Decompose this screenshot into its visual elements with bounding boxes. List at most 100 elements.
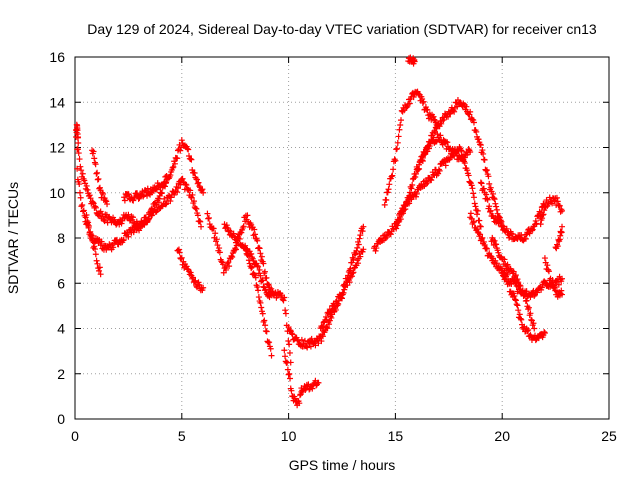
data-point bbox=[348, 273, 355, 280]
y-tick-label: 0 bbox=[57, 411, 65, 427]
data-point bbox=[353, 247, 360, 254]
data-point bbox=[77, 194, 84, 201]
data-point bbox=[162, 201, 169, 208]
series-track-l bbox=[285, 223, 367, 351]
data-point bbox=[129, 214, 136, 221]
data-point bbox=[407, 54, 414, 61]
y-tick-label: 16 bbox=[49, 49, 65, 65]
data-point bbox=[545, 268, 552, 275]
data-point bbox=[204, 210, 211, 217]
data-point bbox=[516, 282, 523, 289]
data-point bbox=[281, 347, 288, 354]
data-point bbox=[191, 198, 198, 205]
data-point bbox=[357, 232, 364, 239]
series-track-j bbox=[281, 347, 305, 409]
data-point bbox=[323, 316, 330, 323]
data-point bbox=[514, 276, 521, 283]
data-point bbox=[355, 241, 362, 248]
y-axis-label: SDTVAR / TECUs bbox=[5, 182, 21, 294]
data-point bbox=[522, 235, 529, 242]
data-point bbox=[479, 147, 486, 154]
data-point bbox=[483, 167, 490, 174]
data-point bbox=[92, 204, 99, 211]
data-point bbox=[437, 132, 444, 139]
data-point bbox=[324, 325, 331, 332]
data-point bbox=[438, 120, 445, 127]
data-point bbox=[347, 265, 354, 272]
data-point bbox=[153, 186, 160, 193]
data-point bbox=[187, 187, 194, 194]
data-point bbox=[530, 320, 537, 327]
data-point bbox=[553, 194, 560, 201]
data-point bbox=[286, 370, 293, 377]
data-point bbox=[419, 99, 426, 106]
data-point bbox=[96, 267, 103, 274]
data-point bbox=[394, 139, 401, 146]
data-point bbox=[190, 274, 197, 281]
data-point bbox=[240, 223, 247, 230]
data-point bbox=[287, 375, 294, 382]
data-point bbox=[266, 339, 273, 346]
data-point bbox=[184, 145, 191, 152]
data-point bbox=[534, 289, 541, 296]
data-point bbox=[346, 279, 353, 286]
x-tick-label: 25 bbox=[601, 428, 617, 444]
data-point bbox=[408, 185, 415, 192]
data-point bbox=[263, 274, 270, 281]
data-point bbox=[84, 186, 91, 193]
data-point bbox=[191, 170, 198, 177]
data-point bbox=[523, 297, 530, 304]
data-point bbox=[334, 300, 341, 307]
data-point bbox=[406, 200, 413, 207]
data-point bbox=[92, 161, 99, 168]
data-point bbox=[183, 182, 190, 189]
data-point bbox=[76, 189, 83, 196]
data-point bbox=[225, 259, 232, 266]
data-point bbox=[287, 327, 294, 334]
data-point bbox=[284, 366, 291, 373]
data-point bbox=[83, 212, 90, 219]
data-point bbox=[93, 170, 100, 177]
data-point bbox=[318, 338, 325, 345]
data-point bbox=[328, 314, 335, 321]
data-point bbox=[539, 212, 546, 219]
data-point bbox=[547, 275, 554, 282]
data-point bbox=[464, 167, 471, 174]
data-point bbox=[155, 199, 162, 206]
data-point bbox=[350, 256, 357, 263]
data-point bbox=[200, 189, 207, 196]
data-point bbox=[540, 211, 547, 218]
data-point bbox=[175, 246, 182, 253]
data-point bbox=[398, 117, 405, 124]
data-point bbox=[537, 221, 544, 228]
data-point bbox=[396, 126, 403, 133]
data-point bbox=[500, 223, 507, 230]
data-point bbox=[518, 316, 525, 323]
data-point bbox=[133, 227, 140, 234]
data-point bbox=[477, 179, 484, 186]
data-point bbox=[483, 195, 490, 202]
data-point bbox=[454, 96, 461, 103]
data-point bbox=[487, 207, 494, 214]
data-point bbox=[525, 304, 532, 311]
data-point bbox=[218, 258, 225, 265]
data-point bbox=[551, 284, 558, 291]
data-point bbox=[397, 216, 404, 223]
data-point bbox=[503, 273, 510, 280]
data-point bbox=[191, 278, 198, 285]
y-tick-label: 8 bbox=[57, 230, 65, 246]
data-point bbox=[470, 119, 477, 126]
data-point bbox=[194, 212, 201, 219]
data-point bbox=[149, 212, 156, 219]
data-point bbox=[355, 260, 362, 267]
data-point bbox=[331, 303, 338, 310]
data-point bbox=[477, 141, 484, 148]
data-point bbox=[251, 226, 258, 233]
data-point bbox=[255, 294, 262, 301]
data-point bbox=[395, 133, 402, 140]
data-point bbox=[230, 230, 237, 237]
data-point bbox=[187, 155, 194, 162]
data-point bbox=[309, 385, 316, 392]
data-point bbox=[412, 170, 419, 177]
data-point bbox=[78, 167, 85, 174]
